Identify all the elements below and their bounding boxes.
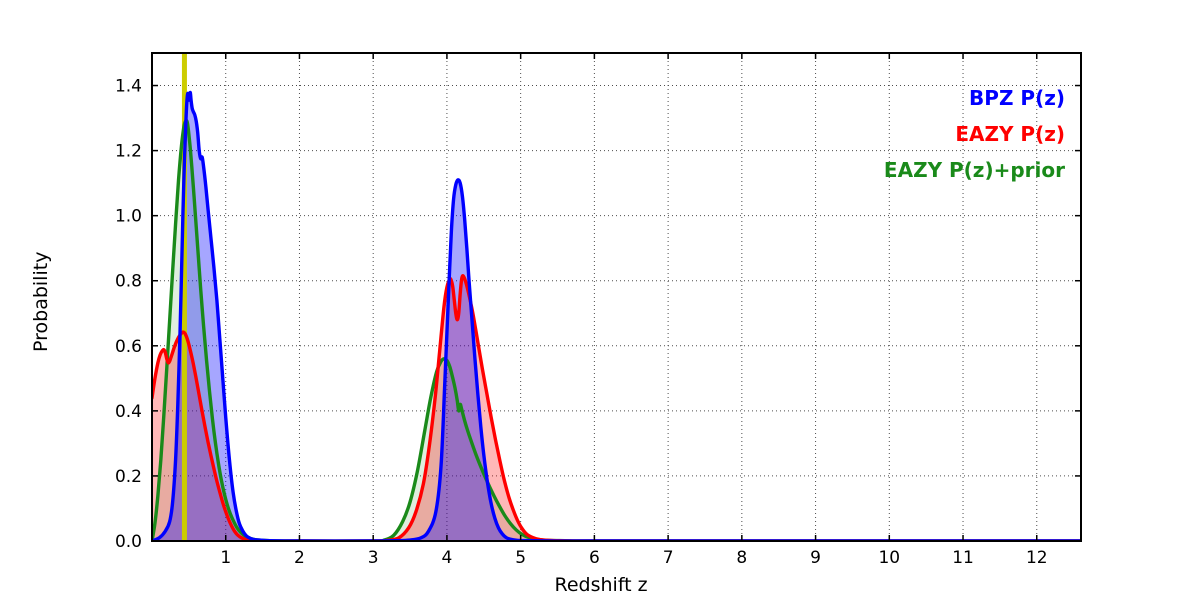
xtick-label: 9 (810, 548, 821, 568)
xtick-label: 6 (589, 548, 600, 568)
ytick-label: 0.2 (115, 467, 142, 487)
ytick-label: 0.8 (115, 272, 142, 292)
xtick-label: 5 (515, 548, 526, 568)
legend-entry-2: EAZY P(z) (955, 122, 1065, 146)
xtick-label: 7 (663, 548, 674, 568)
axis-ticks: 1 2 3 4 5 6 7 8 9 10 11 120.00.20.40.60.81.01.21.4 (115, 53, 1081, 568)
xtick-label: 4 (442, 548, 453, 568)
xtick-label: 3 (368, 548, 379, 568)
legend-entry-1: BPZ P(z) (969, 86, 1065, 110)
ytick-label: 1.4 (115, 77, 142, 97)
xtick-label: 11 (952, 548, 974, 568)
x-axis-label: Redshift z (554, 574, 648, 596)
y-axis-label: Probability (30, 251, 52, 352)
xtick-label: 10 (878, 548, 900, 568)
plot-background (152, 53, 1081, 541)
ytick-label: 0.0 (115, 532, 142, 552)
ytick-label: 1.0 (115, 207, 142, 227)
legend-entry-3: EAZY P(z)+prior (884, 158, 1065, 182)
xtick-label: 1 (220, 548, 231, 568)
legend: BPZ P(z) EAZY P(z) EAZY P(z)+prior (884, 86, 1065, 182)
xtick-label: 12 (1026, 548, 1048, 568)
ytick-label: 0.4 (115, 402, 142, 422)
axes-frame (151, 52, 1082, 542)
xtick-label: 8 (736, 548, 747, 568)
ytick-label: 0.6 (115, 337, 142, 357)
xtick-label: 2 (294, 548, 305, 568)
ytick-label: 1.2 (115, 142, 142, 162)
